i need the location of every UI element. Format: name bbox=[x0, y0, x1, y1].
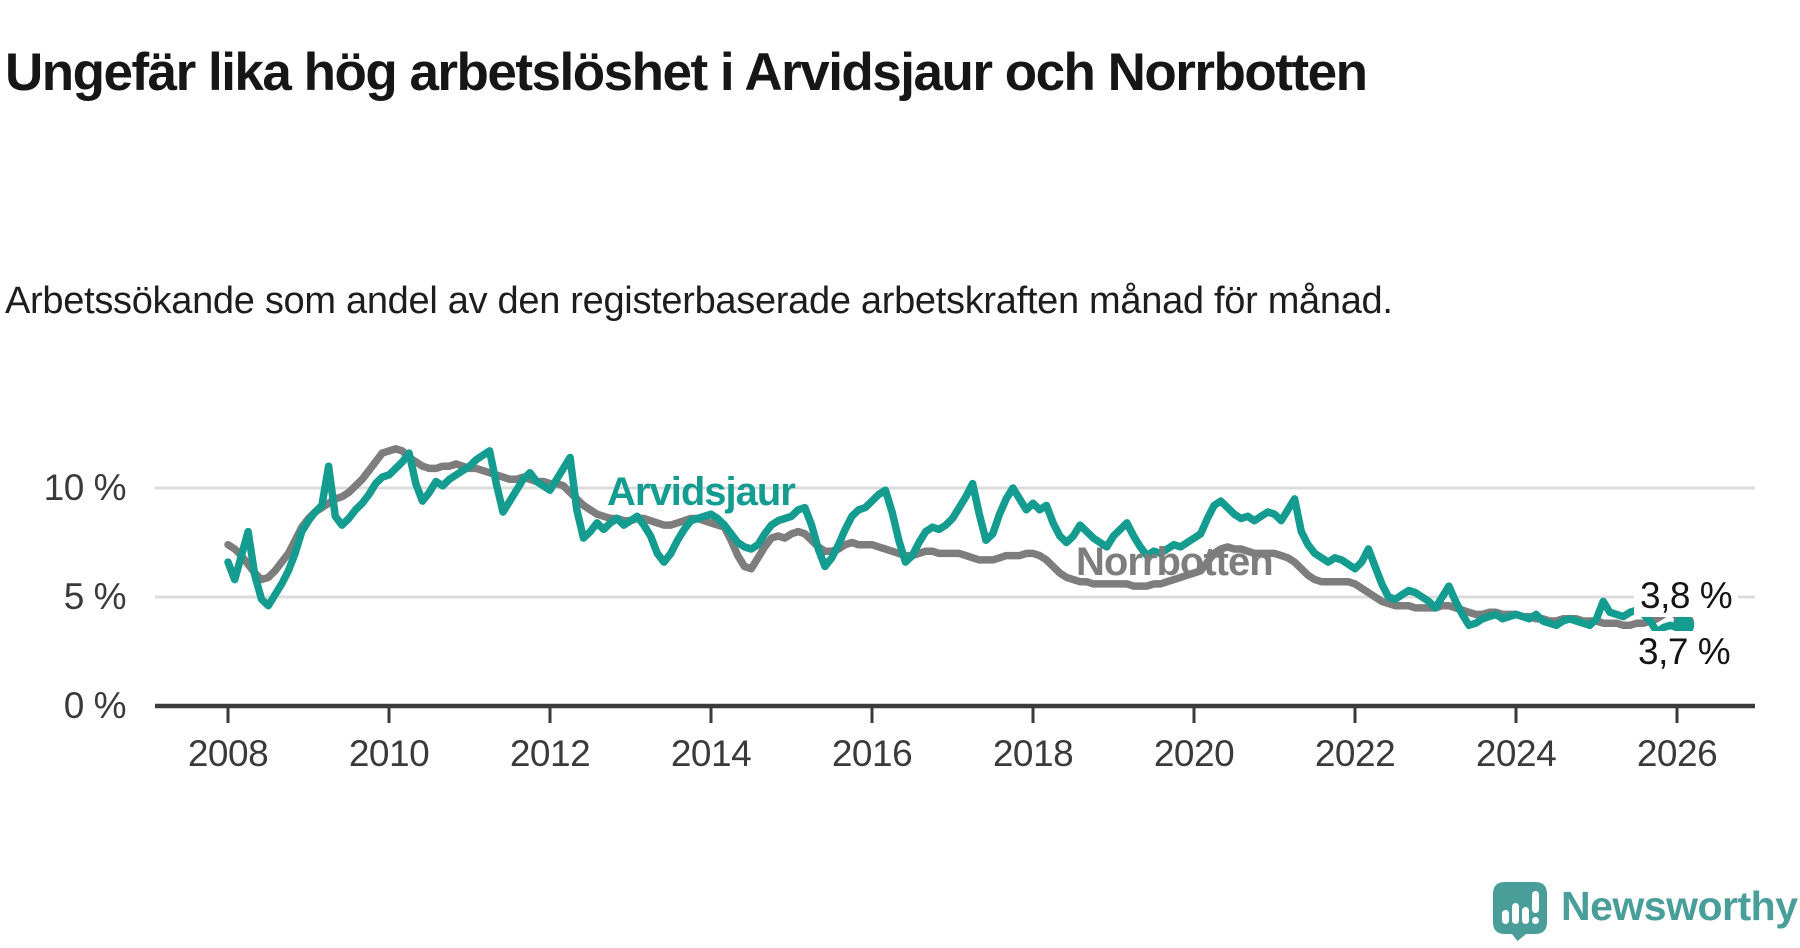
y-axis-label: 5 % bbox=[63, 576, 127, 617]
x-axis-label: 2018 bbox=[992, 733, 1074, 774]
x-axis-label: 2020 bbox=[1153, 733, 1235, 774]
x-axis-label: 2010 bbox=[348, 733, 430, 774]
end-value-label-arvidsjaur: 3,7 % bbox=[1632, 631, 1737, 673]
newsworthy-logo: Newsworthy bbox=[1492, 881, 1798, 941]
chart-title: Ungefär lika hög arbetslöshet i Arvidsja… bbox=[5, 42, 1368, 102]
x-axis-label: 2024 bbox=[1475, 733, 1557, 774]
line-arvidsjaur bbox=[224, 447, 1688, 636]
y-axis-label: 10 % bbox=[43, 467, 127, 508]
bar-chart-exclamation-badge-icon bbox=[1493, 882, 1547, 941]
end-dot-arvidsjaur bbox=[1673, 614, 1695, 636]
chart-subtitle: Arbetssökande som andel av den registerb… bbox=[5, 280, 1393, 322]
y-axis-label: 0 % bbox=[63, 685, 127, 726]
brand-name: Newsworthy bbox=[1561, 882, 1798, 929]
line-norrbotten bbox=[224, 445, 1688, 630]
series-label-norrbotten: Norrbotten bbox=[1076, 540, 1274, 584]
x-axis-label: 2026 bbox=[1636, 733, 1718, 774]
x-axis-label: 2008 bbox=[187, 733, 269, 774]
x-axis-label: 2016 bbox=[831, 733, 913, 774]
series-label-arvidsjaur: Arvidsjaur bbox=[607, 470, 796, 514]
end-value-label-norrbotten: 3,8 % bbox=[1634, 575, 1739, 617]
x-axis-label: 2022 bbox=[1314, 733, 1396, 774]
x-axis-label: 2014 bbox=[670, 733, 752, 774]
x-axis-label: 2012 bbox=[509, 733, 591, 774]
